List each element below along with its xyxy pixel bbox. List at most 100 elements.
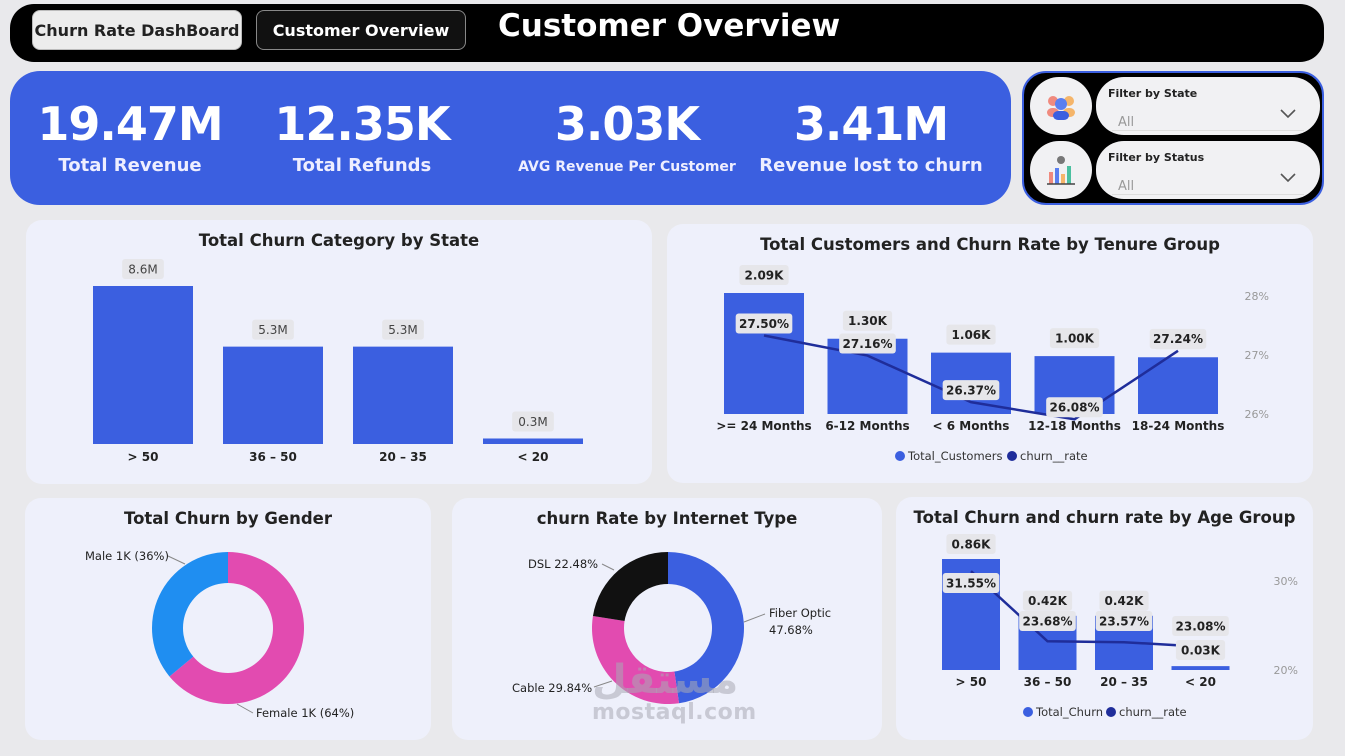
rate-data-label: 27.24% <box>1153 332 1203 346</box>
kpi-label: Total Revenue <box>58 155 202 176</box>
churn-dashboard-nav-button[interactable]: Churn Rate DashBoard <box>32 10 242 50</box>
state-filter-select[interactable] <box>1112 105 1304 131</box>
rate-line <box>970 570 1201 648</box>
chart-title: Total Customers and Churn Rate by Tenure… <box>760 235 1220 254</box>
donut-slice <box>668 552 744 704</box>
donut-slice <box>592 616 680 704</box>
bar-data-label-bg <box>842 310 893 331</box>
bar-data-label: 0.42K <box>1028 594 1068 608</box>
filter-panel: Filter by State All Filter by Status All <box>1022 71 1324 205</box>
slice-label: DSL 22.48% <box>528 557 598 571</box>
customer-overview-nav-button[interactable]: Customer Overview <box>256 10 466 50</box>
kpi-label: Revenue lost to churn <box>759 155 983 176</box>
data-label-bg <box>512 411 554 432</box>
x-tick-label: > 50 <box>956 675 987 689</box>
y-axis-tick: 27% <box>1245 349 1269 362</box>
leader-line <box>236 703 254 714</box>
leader-line <box>593 680 613 688</box>
rate-data-label: 27.16% <box>843 337 893 351</box>
top-bar: Churn Rate DashBoard Customer Overview C… <box>10 4 1324 62</box>
bar-data-label-bg <box>1022 590 1073 611</box>
rate-data-label-bg <box>942 573 1000 593</box>
bar-data-label-bg <box>1049 328 1100 349</box>
tenure-chart-card: Total Customers and Churn Rate by Tenure… <box>667 224 1313 483</box>
state-filter: Filter by State All <box>1096 77 1320 135</box>
status-filter-value: All <box>1118 179 1135 194</box>
data-label-bg <box>252 319 294 340</box>
x-tick-label: 18-24 Months <box>1132 419 1225 433</box>
bar-data-label: 1.06K <box>952 328 992 342</box>
slice-label: Male 1K (36%) <box>85 549 169 563</box>
kpi-label: AVG Revenue Per Customer <box>518 159 736 175</box>
kpi-value: 12.35K <box>274 97 450 151</box>
legend-label: Total_Churn <box>1035 705 1103 719</box>
status-filter-label: Filter by Status <box>1108 151 1205 164</box>
internet-type-card: churn Rate by Internet Type Fiber Optic 4… <box>452 498 882 740</box>
legend-label: churn__rate <box>1020 449 1088 463</box>
chart-title: churn Rate by Internet Type <box>536 509 798 528</box>
data-label: 5.3M <box>388 323 417 337</box>
chevron-down-icon[interactable] <box>1280 109 1296 119</box>
donut-slice <box>592 552 668 622</box>
status-filter-select[interactable] <box>1112 169 1304 195</box>
leader-line <box>743 613 766 623</box>
kpi-panel: 19.47M Total Revenue 12.35K Total Refund… <box>10 71 1011 205</box>
rate-data-label-bg <box>1172 616 1229 636</box>
kpi-avg-revenue: 3.03K AVG Revenue Per Customer <box>512 71 742 175</box>
kpi-value: 3.41M <box>793 97 949 151</box>
rate-data-label-bg <box>1149 328 1207 349</box>
x-tick-label: 20 – 35 <box>1100 675 1148 689</box>
gender-donut-chart: Male 1K (36%) Female 1K (64%) <box>85 549 354 720</box>
rate-data-label: 26.08% <box>1050 401 1100 415</box>
rate-data-label-bg <box>1019 611 1076 631</box>
data-label-bg <box>122 259 164 279</box>
rate-data-label-bg <box>1095 611 1153 631</box>
x-tick-label: 36 – 50 <box>249 450 297 464</box>
kpi-revenue-lost: 3.41M Revenue lost to churn <box>756 71 986 176</box>
kpi-value: 19.47M <box>37 97 223 151</box>
bar-data-label-bg <box>946 324 996 345</box>
y-axis-tick: 28% <box>1245 290 1269 303</box>
slice-label: Female 1K (64%) <box>256 706 354 720</box>
state-filter-value: All <box>1118 115 1135 130</box>
internet-donut-chart: Fiber Optic 47.68% Cable 29.84% DSL 22.48% <box>512 552 831 704</box>
kpi-value: 3.03K <box>554 97 700 151</box>
bar-data-label: 0.86K <box>952 537 992 551</box>
donut-slice <box>152 552 228 677</box>
bar <box>223 346 323 444</box>
age-group-chart: 30% 20% > 50 36 – 50 20 – 35 < 20 0.86K 31.55% 0… <box>942 534 1298 719</box>
people-group-icon <box>1030 77 1092 135</box>
rate-data-label-bg <box>735 313 793 334</box>
donut-slice <box>169 552 304 704</box>
bar <box>353 346 453 444</box>
page-title: Customer Overview <box>498 8 841 44</box>
chart-title: Total Churn and churn rate by Age Group <box>913 508 1296 527</box>
x-tick-label: < 20 <box>518 450 549 464</box>
rate-data-label: 27.50% <box>739 317 789 331</box>
bar-data-label-bg <box>739 265 789 285</box>
rate-line <box>763 334 1179 421</box>
bar-data-label: 0.03K <box>1181 643 1221 657</box>
legend-dot <box>895 451 905 461</box>
rate-data-label: 23.68% <box>1023 614 1073 628</box>
x-tick-label: < 6 Months <box>933 419 1010 433</box>
kpi-total-refunds: 12.35K Total Refunds <box>262 71 462 176</box>
x-tick-label: 12-18 Months <box>1028 419 1121 433</box>
bar-data-label-bg <box>1175 640 1226 660</box>
chevron-down-icon[interactable] <box>1280 173 1296 183</box>
slice-label: Cable 29.84% <box>512 681 592 695</box>
rate-data-label-bg <box>1046 397 1103 418</box>
bar-data-label: 1.00K <box>1055 331 1095 345</box>
legend-label: Total_Customers <box>907 449 1002 463</box>
x-tick-label: < 20 <box>1185 675 1216 689</box>
state-filter-label: Filter by State <box>1108 87 1198 100</box>
legend-label: churn__rate <box>1119 705 1187 719</box>
bar <box>724 293 804 414</box>
data-label: 8.6M <box>128 262 157 276</box>
y-axis-tick: 26% <box>1245 408 1269 421</box>
bar-data-label-bg <box>946 534 996 554</box>
x-tick-label: 6-12 Months <box>825 419 909 433</box>
y-axis-tick: 20% <box>1274 664 1298 677</box>
bar-data-label: 1.30K <box>848 314 888 328</box>
x-tick-label: >= 24 Months <box>716 419 811 433</box>
